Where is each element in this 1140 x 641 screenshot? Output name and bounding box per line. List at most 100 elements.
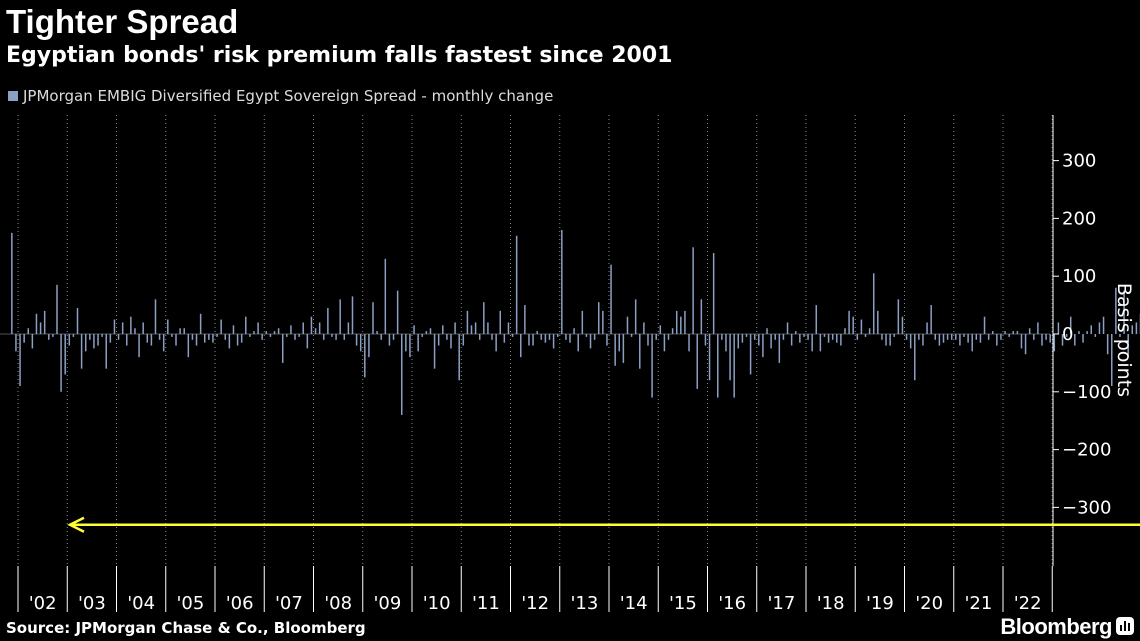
bar — [561, 229, 563, 334]
bar — [667, 334, 670, 340]
bar — [1028, 328, 1031, 334]
bar — [183, 328, 185, 334]
bar — [302, 322, 304, 334]
bar — [868, 328, 871, 334]
x-tick-label: '12 — [521, 593, 549, 614]
x-tick-label: '11 — [472, 593, 500, 614]
bar — [987, 334, 990, 340]
chart-subtitle: Egyptian bonds' risk premium falls faste… — [6, 43, 673, 68]
bar — [93, 334, 95, 349]
bar — [15, 334, 17, 352]
bar — [35, 313, 38, 334]
bar — [606, 334, 608, 346]
bar — [487, 322, 489, 334]
bar — [766, 328, 768, 334]
bar — [1123, 290, 1125, 334]
bar — [905, 334, 908, 340]
bar — [741, 334, 744, 343]
bar — [130, 316, 132, 334]
bar — [823, 334, 826, 337]
bar — [31, 334, 34, 349]
bar — [364, 334, 366, 378]
bar — [840, 334, 842, 346]
x-tick-label: '22 — [1014, 593, 1042, 614]
bar — [351, 296, 354, 334]
bar — [737, 334, 740, 349]
bar — [56, 284, 58, 334]
x-tick-label: '18 — [817, 593, 845, 614]
bar — [503, 334, 506, 343]
legend-swatch — [8, 91, 18, 101]
x-tick-label: '17 — [767, 593, 795, 614]
bar — [897, 299, 900, 334]
legend: JPMorgan EMBIG Diversified Egypt Soverei… — [8, 86, 553, 106]
bar — [770, 334, 772, 349]
bar — [569, 334, 571, 343]
bar — [963, 334, 965, 337]
y-tick-label: 100 — [1062, 266, 1096, 287]
bar — [355, 334, 358, 346]
bar — [1115, 287, 1117, 334]
bar — [150, 334, 153, 346]
bar — [520, 334, 522, 358]
bar — [856, 334, 859, 340]
bar — [1111, 334, 1113, 387]
bar — [909, 334, 912, 349]
bar — [281, 334, 284, 363]
bar — [680, 316, 682, 334]
bar — [60, 334, 62, 392]
bar — [577, 334, 579, 352]
bar — [306, 334, 309, 349]
bar — [121, 322, 124, 334]
x-tick-label: '09 — [373, 593, 401, 614]
bar — [1037, 322, 1039, 334]
bar — [76, 307, 79, 334]
bar — [72, 334, 75, 337]
bar — [622, 334, 625, 363]
bar — [1106, 334, 1109, 355]
bar — [979, 334, 982, 343]
bar — [774, 334, 776, 340]
bar — [1012, 331, 1015, 334]
bar — [844, 328, 846, 334]
bar — [733, 334, 735, 398]
bar — [257, 322, 259, 334]
bar — [327, 307, 329, 334]
bar — [540, 334, 543, 340]
bar — [1086, 331, 1088, 334]
bar — [310, 316, 313, 334]
bar — [220, 319, 222, 334]
bar — [171, 334, 173, 337]
bar — [930, 305, 932, 334]
bar — [581, 310, 584, 334]
bar — [450, 334, 452, 349]
bar — [286, 334, 288, 337]
bar — [762, 334, 764, 358]
bar — [179, 328, 181, 334]
bar — [335, 334, 337, 340]
bar — [799, 334, 801, 343]
bar — [48, 334, 50, 340]
bar — [753, 334, 756, 340]
bloomberg-logo-icon — [1116, 617, 1134, 635]
bar — [101, 334, 103, 337]
bar — [922, 334, 924, 346]
bar — [914, 334, 916, 381]
bar — [380, 334, 382, 340]
y-tick-label: −300 — [1062, 497, 1111, 518]
bar — [950, 334, 953, 340]
bar — [1016, 331, 1019, 334]
bar — [967, 334, 969, 343]
bar — [187, 334, 190, 358]
y-tick-label: −100 — [1062, 382, 1111, 403]
bar — [852, 316, 854, 334]
bar — [786, 322, 789, 334]
bar — [1020, 334, 1023, 349]
bar — [593, 334, 596, 340]
bar — [495, 334, 497, 352]
bar — [675, 310, 678, 334]
bar — [848, 310, 850, 334]
y-tick-label: 300 — [1062, 151, 1096, 172]
bar — [1065, 334, 1068, 337]
bar — [794, 331, 797, 334]
